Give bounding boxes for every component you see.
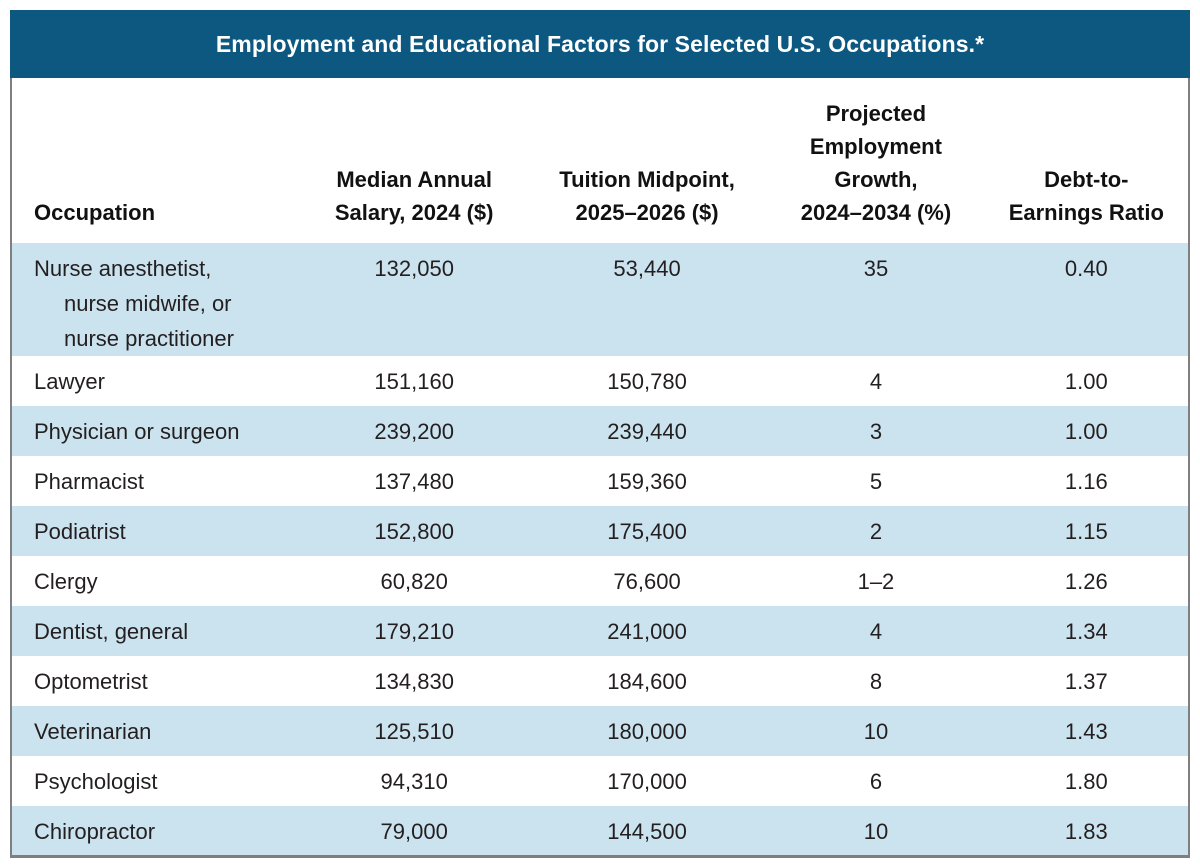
cell-growth: 35: [863, 256, 889, 281]
cell-salary: 137,480: [374, 469, 454, 494]
col-header-tuition: Tuition Midpoint, 2025–2026 ($): [559, 167, 735, 225]
cell-salary: 152,800: [374, 519, 454, 544]
header-row: Occupation Median Annual Salary, 2024 ($…: [11, 78, 1189, 243]
cell-salary: 134,830: [374, 669, 454, 694]
col-header-occupation: Occupation: [34, 200, 156, 225]
cell-ratio: 1.26: [1064, 569, 1108, 594]
cell-ratio: 0.40: [1064, 256, 1108, 281]
cell-growth: 10: [863, 719, 889, 744]
table-title-bar: Employment and Educational Factors for S…: [10, 10, 1190, 78]
cell-salary: 60,820: [380, 569, 448, 594]
cell-growth: 3: [869, 419, 883, 444]
cell-occupation: Physician or surgeon: [34, 419, 240, 444]
table-figure: Employment and Educational Factors for S…: [10, 10, 1190, 858]
cell-occupation: Podiatrist: [34, 519, 126, 544]
table-row-optometrist: Optometrist 134,830 184,600 8 1.37: [11, 656, 1189, 706]
cell-tuition: 159,360: [607, 469, 687, 494]
table-row-physician: Physician or surgeon 239,200 239,440 3 1…: [11, 406, 1189, 456]
cell-occupation: Dentist, general: [34, 619, 189, 644]
table-row-dentist: Dentist, general 179,210 241,000 4 1.34: [11, 606, 1189, 656]
table-header: Occupation Median Annual Salary, 2024 ($…: [11, 78, 1189, 243]
cell-growth: 4: [869, 369, 883, 394]
table-row-lawyer: Lawyer 151,160 150,780 4 1.00: [11, 356, 1189, 406]
cell-occupation: Veterinarian: [34, 719, 152, 744]
col-header-ratio: Debt-to- Earnings Ratio: [1008, 167, 1164, 225]
cell-ratio: 1.15: [1064, 519, 1108, 544]
cell-growth: 2: [869, 519, 883, 544]
table-row-chiropractor: Chiropractor 79,000 144,500 10 1.83: [11, 806, 1189, 856]
table-body: Nurse anesthetist, nurse midwife, or nur…: [11, 243, 1189, 856]
cell-growth: 6: [869, 769, 883, 794]
col-header-salary: Median Annual Salary, 2024 ($): [334, 167, 494, 225]
cell-tuition: 239,440: [607, 419, 687, 444]
cell-occupation: Chiropractor: [34, 819, 156, 844]
cell-tuition: 150,780: [607, 369, 687, 394]
table-row-podiatrist: Podiatrist 152,800 175,400 2 1.15: [11, 506, 1189, 556]
cell-tuition: 53,440: [613, 256, 681, 281]
cell-tuition: 76,600: [613, 569, 681, 594]
cell-occupation: Optometrist: [34, 669, 148, 694]
cell-salary: 125,510: [374, 719, 454, 744]
cell-ratio: 1.37: [1064, 669, 1108, 694]
cell-growth: 8: [869, 669, 883, 694]
table-title: Employment and Educational Factors for S…: [215, 30, 985, 57]
cell-salary: 179,210: [374, 619, 454, 644]
cell-occupation: Lawyer: [34, 369, 105, 394]
cell-tuition: 144,500: [607, 819, 687, 844]
cell-ratio: 1.00: [1064, 369, 1108, 394]
cell-ratio: 1.83: [1064, 819, 1108, 844]
cell-growth: 4: [869, 619, 883, 644]
cell-salary: 79,000: [380, 819, 448, 844]
cell-ratio: 1.34: [1064, 619, 1108, 644]
cell-occupation: Psychologist: [34, 769, 158, 794]
cell-salary: 132,050: [374, 256, 454, 281]
cell-occupation: Clergy: [34, 569, 98, 594]
table-row-clergy: Clergy 60,820 76,600 1–2 1.26: [11, 556, 1189, 606]
cell-salary: 151,160: [374, 369, 454, 394]
table-row-psychologist: Psychologist 94,310 170,000 6 1.80: [11, 756, 1189, 806]
cell-tuition: 180,000: [607, 719, 687, 744]
cell-growth: 10: [863, 819, 889, 844]
cell-ratio: 1.16: [1064, 469, 1108, 494]
table-row-nurse: Nurse anesthetist, nurse midwife, or nur…: [11, 243, 1189, 356]
cell-tuition: 184,600: [607, 669, 687, 694]
cell-salary: 94,310: [380, 769, 448, 794]
cell-ratio: 1.00: [1064, 419, 1108, 444]
occupations-table: Occupation Median Annual Salary, 2024 ($…: [10, 78, 1190, 858]
cell-occupation: Nurse anesthetist, nurse midwife, or nur…: [34, 256, 234, 351]
cell-salary: 239,200: [374, 419, 454, 444]
col-header-growth: Projected Employment Growth, 2024–2034 (…: [800, 101, 952, 225]
table-row-pharmacist: Pharmacist 137,480 159,360 5 1.16: [11, 456, 1189, 506]
table-row-veterinarian: Veterinarian 125,510 180,000 10 1.43: [11, 706, 1189, 756]
cell-tuition: 241,000: [607, 619, 687, 644]
cell-tuition: 170,000: [607, 769, 687, 794]
cell-ratio: 1.80: [1064, 769, 1108, 794]
cell-growth: 5: [869, 469, 883, 494]
cell-occupation: Pharmacist: [34, 469, 145, 494]
cell-ratio: 1.43: [1064, 719, 1108, 744]
cell-growth: 1–2: [857, 569, 895, 594]
cell-tuition: 175,400: [607, 519, 687, 544]
